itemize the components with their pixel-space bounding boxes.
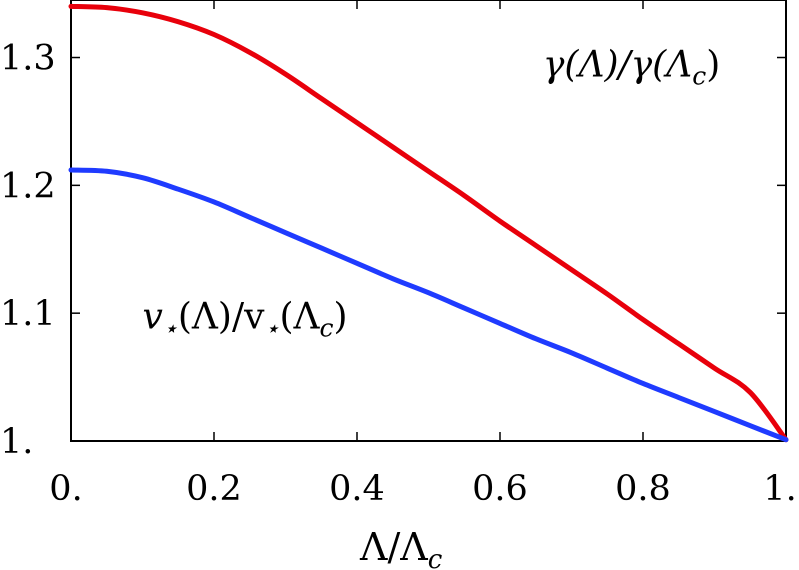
- plot-frame: [70, 0, 787, 442]
- velocity-label-close: ): [334, 297, 348, 338]
- gamma-label-sub: c: [692, 62, 706, 91]
- series-label-velocity: v⋆(Λ)/v⋆(Λc): [143, 297, 348, 343]
- x-axis-title-sub: c: [428, 545, 443, 570]
- axis-ticks: 0. 0.2 0.4 0.6 0.8 1. 1. 1.1 1.2 1.3: [0, 0, 797, 509]
- velocity-label-v: v: [143, 297, 163, 338]
- x-tick-label: 1.: [763, 469, 796, 509]
- x-tick-label: 0.2: [186, 469, 242, 509]
- velocity-series-line: [68, 167, 789, 443]
- x-axis-title: Λ/Λc: [359, 525, 443, 570]
- gamma-label-close: ): [706, 45, 720, 86]
- velocity-label-star2: ⋆: [264, 315, 279, 343]
- x-axis-title-main: Λ/Λ: [359, 525, 428, 569]
- gamma-label-main: γ(Λ)/γ(Λ: [543, 45, 692, 86]
- y-tick-label: 1.2: [0, 166, 56, 206]
- y-tick-label: 1.1: [0, 294, 56, 334]
- velocity-label-tail: (Λ: [279, 297, 320, 338]
- y-tick-label: 1.: [0, 422, 33, 462]
- x-tick-label: 0.6: [472, 469, 528, 509]
- gamma-series-line: [68, 3, 789, 443]
- series-label-gamma: γ(Λ)/γ(Λc): [543, 45, 720, 91]
- series-lines: [68, 3, 789, 443]
- x-tick-label: 0.8: [615, 469, 671, 509]
- x-tick-label: 0.: [49, 469, 82, 509]
- velocity-label-sub: c: [320, 314, 334, 343]
- velocity-label-star: ⋆: [163, 315, 178, 343]
- y-tick-label: 1.3: [0, 39, 56, 79]
- x-tick-label: 0.4: [329, 469, 385, 509]
- velocity-label-mid: (Λ)/v: [178, 297, 265, 338]
